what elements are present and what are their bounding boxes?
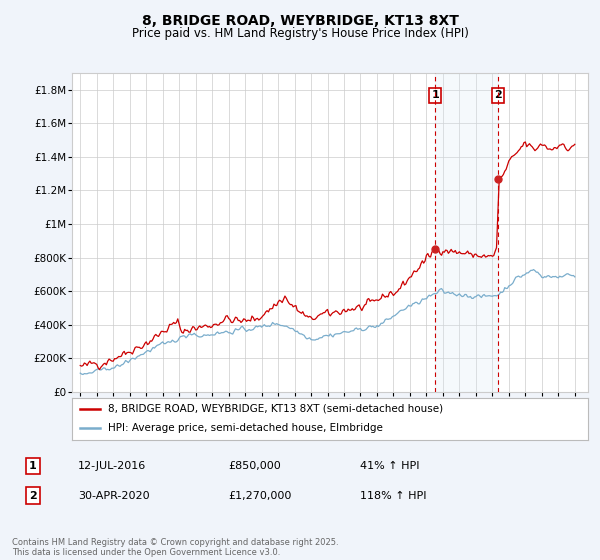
Text: 2: 2: [29, 491, 37, 501]
Text: £850,000: £850,000: [228, 461, 281, 471]
Text: 2: 2: [494, 90, 502, 100]
Text: 1: 1: [431, 90, 439, 100]
Text: Price paid vs. HM Land Registry's House Price Index (HPI): Price paid vs. HM Land Registry's House …: [131, 27, 469, 40]
Text: HPI: Average price, semi-detached house, Elmbridge: HPI: Average price, semi-detached house,…: [108, 423, 383, 433]
Bar: [435, 73, 498, 392]
Text: 118% ↑ HPI: 118% ↑ HPI: [360, 491, 427, 501]
Text: Contains HM Land Registry data © Crown copyright and database right 2025.
This d: Contains HM Land Registry data © Crown c…: [12, 538, 338, 557]
Text: 1: 1: [29, 461, 37, 471]
Text: 8, BRIDGE ROAD, WEYBRIDGE, KT13 8XT (semi-detached house): 8, BRIDGE ROAD, WEYBRIDGE, KT13 8XT (sem…: [108, 404, 443, 414]
Text: 30-APR-2020: 30-APR-2020: [78, 491, 149, 501]
Text: £1,270,000: £1,270,000: [228, 491, 292, 501]
Text: 41% ↑ HPI: 41% ↑ HPI: [360, 461, 419, 471]
Text: 12-JUL-2016: 12-JUL-2016: [78, 461, 146, 471]
Text: 8, BRIDGE ROAD, WEYBRIDGE, KT13 8XT: 8, BRIDGE ROAD, WEYBRIDGE, KT13 8XT: [142, 14, 458, 28]
